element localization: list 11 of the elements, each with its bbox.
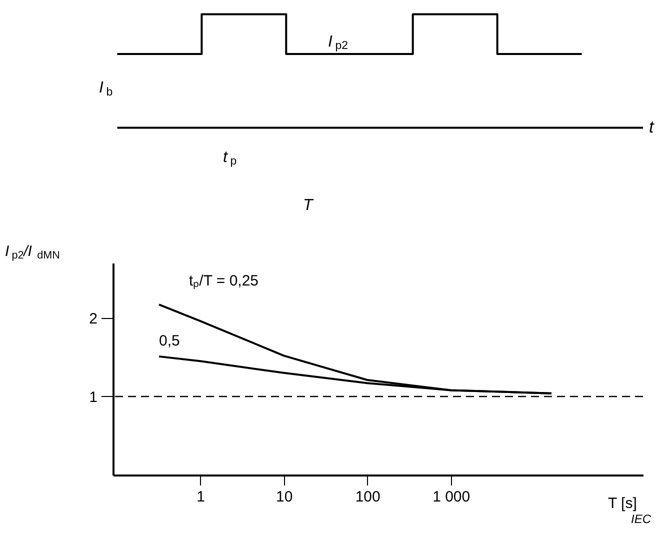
text: T (303, 197, 314, 214)
x-tick-label: 1 000 (432, 488, 470, 506)
series-label: 0,5 (159, 332, 180, 350)
x-axis-title: t (649, 118, 655, 136)
x-tick-label: 100 (355, 488, 380, 506)
y-tick-label: 2 (89, 310, 98, 328)
series-label: tₚ/T = 0,25 (189, 272, 259, 290)
x-tick-label: 1 (196, 488, 205, 506)
text: IEC (630, 512, 652, 526)
x-axis-title: T [s] (608, 495, 637, 512)
x-tick-label: 10 (276, 488, 293, 506)
